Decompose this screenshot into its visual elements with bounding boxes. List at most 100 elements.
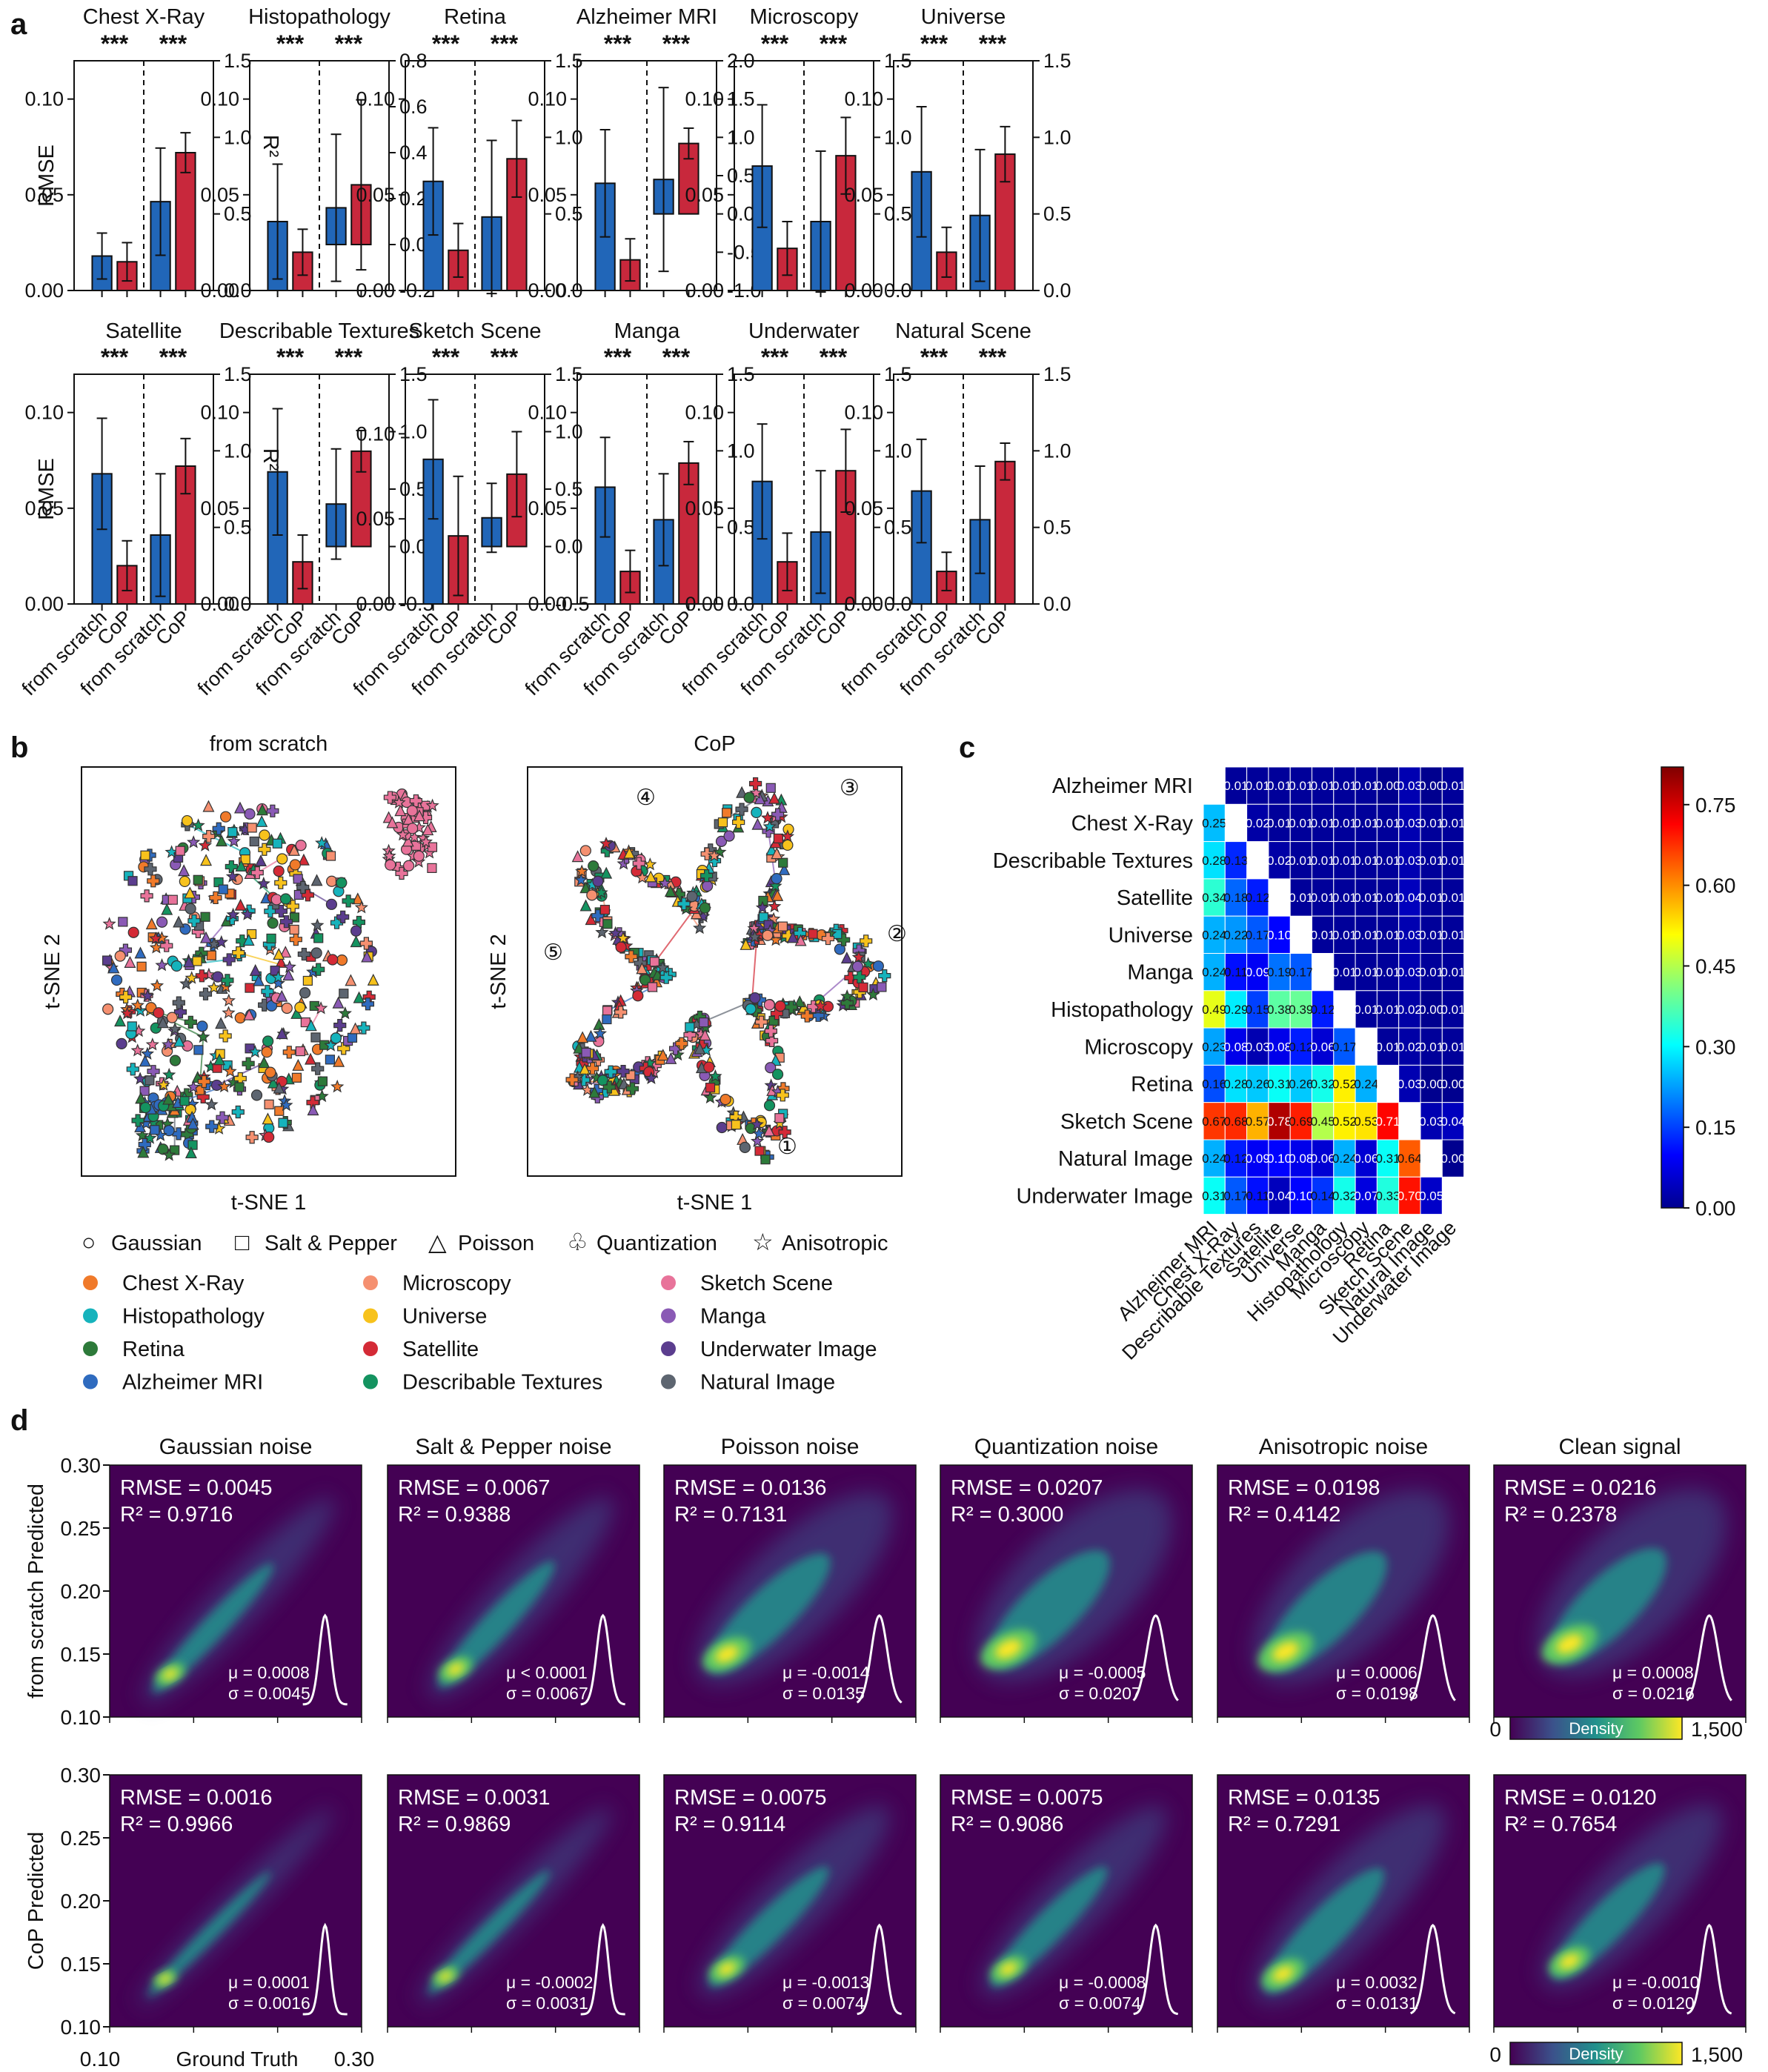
tsne-point [658,876,672,889]
density-colorbar-label: Density [1569,1719,1623,1738]
density-column-title: Anisotropic noise [1259,1435,1428,1459]
density-plot: RMSE = 0.0045 R² = 0.9716 μ = 0.0008 σ = 0.… [109,1464,362,1723]
tsne-point [302,975,313,986]
subplot-title: Universe [921,5,1006,29]
density-rmse: RMSE = 0.0067 [398,1476,551,1500]
density-sigma: σ = 0.0131 [1336,1993,1418,2013]
heatmap-value: 0.00 [1419,1003,1443,1017]
tsne-point [834,943,845,955]
heatmap-value: 0.03 [1246,1040,1270,1054]
tsne-point [771,872,782,885]
tsne-point [119,943,133,957]
tsne-point [119,990,133,1004]
left-tick-label: 0.10 [844,402,883,424]
tsne-point [134,946,147,959]
heatmap-value: 0.01 [1419,966,1443,980]
tsne-point [135,1092,147,1104]
heatmap-value: 0.19 [1267,966,1292,980]
colorbar [1661,766,1684,1209]
tsne-point [575,864,589,877]
subplot-title: Alzheimer MRI [576,5,717,29]
tsne-point [732,815,745,829]
tsne-point [768,899,782,913]
left-tick-label: 0.10 [356,88,395,110]
left-tick-label: 0.00 [24,593,64,615]
density-peak [159,1974,171,1984]
heatmap-value: 0.01 [1419,891,1443,905]
tsne-point [750,1117,764,1131]
density-rmse: RMSE = 0.0075 [951,1786,1103,1810]
tsne-point [213,1053,226,1066]
density-peak [439,1971,452,1982]
right-tick-label: 1.0 [555,126,583,148]
tsne-point [184,1015,197,1029]
density-frame [1217,1464,1470,1718]
significance-stars: *** [979,30,1007,57]
tsne-point [240,854,250,865]
tsne-point [139,1086,150,1096]
tsne-point [350,935,362,948]
tsne-point [140,889,153,903]
dataset-swatch [83,1374,98,1389]
tsne-point [273,948,285,960]
density-column-title: Poisson noise [721,1435,860,1459]
tsne-point [394,804,407,817]
density-ridge [152,1563,274,1693]
heatmap-row-label: Chest X-Ray [1071,811,1194,835]
heatmap-value: 0.01 [1440,1003,1465,1017]
heatmap-cell [1289,953,1312,992]
tsne-point [139,1055,151,1067]
heatmap-value: 0.31 [1376,1152,1400,1166]
heatmap-value: 0.01 [1332,816,1357,830]
heatmap-cell-diagonal [1268,878,1291,917]
density-sigma: σ = 0.0216 [1612,1684,1695,1703]
tsne-ylabel: t-SNE 2 [41,934,64,1009]
tsne-point [145,1037,159,1051]
density-ridge [147,1871,271,1997]
tsne-point [161,903,173,915]
tsne-point [256,876,270,890]
tsne-point [313,1001,328,1015]
tsne-point [409,794,422,808]
density-error-curve [1132,1614,1179,1701]
left-tick-label: 0.00 [356,593,395,615]
tsne-point [222,993,236,1007]
cluster-marker: ④ [636,786,656,810]
heatmap-value: 0.18 [1223,891,1248,905]
tsne-point [330,1079,345,1093]
heatmap-value: 0.08 [1267,1040,1292,1054]
tsne-point [392,795,406,808]
heatmap-row-label: Underwater Image [1016,1184,1193,1208]
heatmap-value: 0.00 [1440,1152,1465,1166]
heatmap-value: 0.01 [1440,891,1465,905]
tsne-point [327,954,339,966]
tsne-point [778,1126,791,1139]
heatmap-cell [1376,766,1400,805]
tsne-point [289,924,299,935]
heatmap-cell [1268,1027,1291,1066]
tsne-point [760,1155,771,1165]
tsne-point [215,1017,227,1029]
tsne-point [144,1075,155,1086]
heatmap-value: 0.64 [1398,1152,1422,1166]
tsne-point [602,1006,613,1016]
tsne-point [147,874,160,888]
tsne-point [602,1014,612,1025]
tsne-point [249,836,259,847]
tsne-point [604,1065,617,1078]
heatmap-cell [1312,1139,1335,1178]
heatmap-value: 0.00 [1376,779,1400,793]
y-axis-label-left: RMSE [35,458,59,520]
tsne-point [296,880,310,894]
subplot-title: Underwater [748,319,860,343]
tsne-point [745,1003,757,1015]
heatmap-cell-diagonal [1355,1028,1377,1066]
density-peak [995,1639,1022,1659]
tsne-point [118,917,128,927]
dataset-swatch [363,1275,378,1290]
significance-stars: *** [491,344,519,371]
tsne-point [313,933,324,943]
tsne-point [199,987,213,1000]
tsne-point [699,902,711,914]
